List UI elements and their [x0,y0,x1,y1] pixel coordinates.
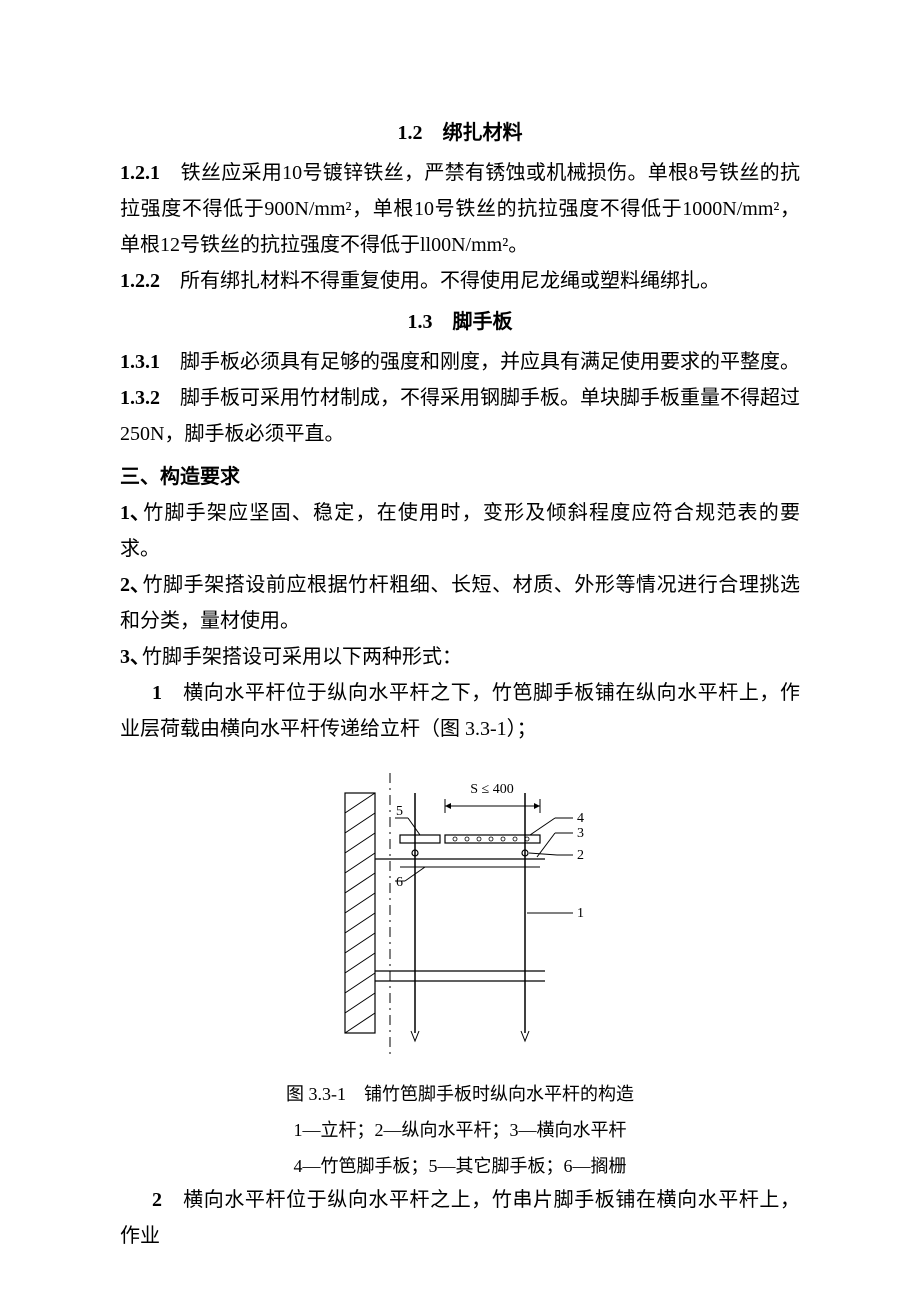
figure-caption-legend-2: 4—竹笆脚手板；5—其它脚手板；6—搁栅 [120,1150,800,1182]
para-1-2-1: 1.2.1 铁丝应采用10号镀锌铁丝，严禁有锈蚀或机械损伤。单根8号铁丝的抗拉强… [120,155,800,263]
list-num: 3、 [120,639,142,675]
para-num: 1.2.2 [120,270,160,292]
item-3-1: 1、竹脚手架应坚固、稳定，在使用时，变形及倾斜程度应符合规范表的要求。 [120,495,800,567]
para-num: 1.3.2 [120,387,160,409]
sublist-text: 横向水平杆位于纵向水平杆之下，竹笆脚手板铺在纵向水平杆上，作业层荷载由横向水平杆… [120,682,800,740]
figure-svg: S ≤ 400 5 4 3 2 6 1 [305,763,615,1063]
board-dot-icon [489,837,493,841]
para-text: 所有绑扎材料不得重复使用。不得使用尼龙绳或塑料绳绑扎。 [180,270,720,292]
callout-4: 4 [577,811,584,826]
para-num: 1.2.1 [120,162,160,184]
sublist-num: 1 [152,682,162,704]
leader-5 [408,818,420,835]
other-board [400,835,440,843]
para-text: 脚手板可采用竹材制成，不得采用钢脚手板。单块脚手板重量不得超过250N，脚手板必… [120,387,800,445]
list-text: 竹脚手架搭设前应根据竹杆粗细、长短、材质、外形等情况进行合理挑选和分类，量材使用… [120,574,800,632]
para-text: 铁丝应采用10号镀锌铁丝，严禁有锈蚀或机械损伤。单根8号铁丝的抗拉强度不得低于9… [120,162,800,256]
leader-2 [529,853,557,855]
wall-hatch-icon [345,793,375,1033]
section-3-heading: 三、构造要求 [120,460,800,489]
callout-1: 1 [577,906,584,921]
callout-5: 5 [396,804,403,819]
list-text: 竹脚手架搭设可采用以下两种形式： [142,646,462,668]
item-3-2: 2、竹脚手架搭设前应根据竹杆粗细、长短、材质、外形等情况进行合理挑选和分类，量材… [120,567,800,639]
figure-caption-legend-1: 1—立杆；2—纵向水平杆；3—横向水平杆 [120,1114,800,1146]
callout-6: 6 [396,875,403,890]
document-page: 1.2 绑扎材料 1.2.1 铁丝应采用10号镀锌铁丝，严禁有锈蚀或机械损伤。单… [0,0,920,1314]
board-dot-icon [453,837,457,841]
para-text: 脚手板必须具有足够的强度和刚度，并应具有满足使用要求的平整度。 [180,351,800,373]
sublist-num: 2 [152,1189,162,1211]
board-dot-icon [477,837,481,841]
figure-3-3-1: S ≤ 400 5 4 3 2 6 1 [120,763,800,1068]
callout-3: 3 [577,826,584,841]
section-1-2-title: 1.2 绑扎材料 [120,116,800,145]
section-1-3-title: 1.3 脚手板 [120,305,800,334]
sublist-text: 横向水平杆位于纵向水平杆之上，竹串片脚手板铺在横向水平杆上，作业 [120,1189,800,1247]
list-num: 2、 [120,567,142,603]
para-1-3-2: 1.3.2 脚手板可采用竹材制成，不得采用钢脚手板。单块脚手板重量不得超过250… [120,380,800,452]
subitem-3-3-1: 1 横向水平杆位于纵向水平杆之下，竹笆脚手板铺在纵向水平杆上，作业层荷载由横向水… [120,675,800,747]
item-3-3: 3、竹脚手架搭设可采用以下两种形式： [120,639,800,675]
board-dot-icon [465,837,469,841]
list-text: 竹脚手架应坚固、稳定，在使用时，变形及倾斜程度应符合规范表的要求。 [120,502,800,560]
list-num: 1、 [120,495,142,531]
board-dot-icon [501,837,505,841]
dim-label: S ≤ 400 [470,782,513,797]
para-num: 1.3.1 [120,351,160,373]
figure-caption-title: 图 3.3-1 铺竹笆脚手板时纵向水平杆的构造 [120,1078,800,1110]
para-1-2-2: 1.2.2 所有绑扎材料不得重复使用。不得使用尼龙绳或塑料绳绑扎。 [120,263,800,299]
board-dot-icon [513,837,517,841]
subitem-3-3-2: 2 横向水平杆位于纵向水平杆之上，竹串片脚手板铺在横向水平杆上，作业 [120,1182,800,1254]
leader-4 [530,818,555,835]
para-1-3-1: 1.3.1 脚手板必须具有足够的强度和刚度，并应具有满足使用要求的平整度。 [120,344,800,380]
callout-2: 2 [577,848,584,863]
